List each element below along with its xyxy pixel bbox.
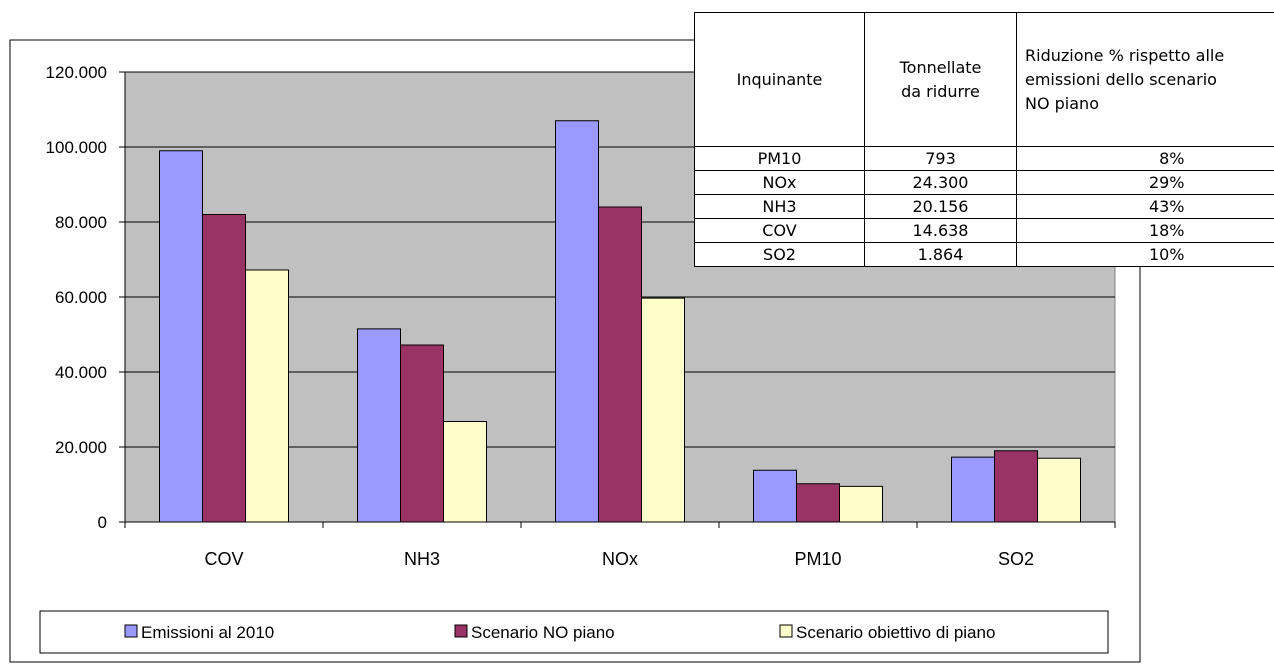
- header-inquinante: Inquinante: [694, 12, 865, 147]
- table-row: PM10 793 8%: [694, 146, 1274, 171]
- cell-tonnellate: 20.156: [864, 194, 1017, 219]
- table-row: NOx 24.300 29%: [694, 170, 1274, 195]
- cell-riduzione: 10%: [1016, 242, 1274, 267]
- axes: 0 20.000 40.000 60.000 80.000 100.000 120.000 C…: [46, 63, 1116, 569]
- x-category-label: PM10: [794, 549, 841, 569]
- cell-inquinante: COV: [694, 218, 865, 243]
- table-header-row: Inquinante Tonnellate da ridurre Riduzio…: [694, 12, 1274, 147]
- bar-pm10-series-1: [753, 469, 797, 523]
- bar-nox-series-3: [641, 297, 685, 523]
- cell-tonnellate: 14.638: [864, 218, 1017, 243]
- cell-tonnellate: 793: [864, 146, 1017, 171]
- x-category-label: SO2: [998, 549, 1034, 569]
- cell-tonnellate: 1.864: [864, 242, 1017, 267]
- legend-label: Emissioni al 2010: [141, 623, 274, 642]
- cell-inquinante: PM10: [694, 146, 865, 171]
- bar-nh3-series-3: [443, 421, 487, 523]
- y-tick-label: 40.000: [55, 363, 107, 382]
- cell-riduzione: 18%: [1016, 218, 1274, 243]
- legend-swatch: [124, 624, 138, 638]
- cell-inquinante: SO2: [694, 242, 865, 267]
- bar-cov-series-2: [202, 214, 246, 523]
- legend-swatch: [454, 624, 468, 638]
- y-tick-label: 120.000: [46, 63, 107, 82]
- bar-pm10-series-3: [839, 485, 883, 523]
- cell-inquinante: NH3: [694, 194, 865, 219]
- bar-cov-series-1: [159, 150, 203, 523]
- bar-nox-series-2: [598, 206, 642, 523]
- y-tick-label: 80.000: [55, 213, 107, 232]
- cell-riduzione: 43%: [1016, 194, 1274, 219]
- reduction-table: Inquinante Tonnellate da ridurre Riduzio…: [694, 12, 1274, 267]
- x-category-label: COV: [204, 549, 243, 569]
- table-row: NH3 20.156 43%: [694, 194, 1274, 219]
- bar-so2-series-3: [1037, 457, 1081, 523]
- bar-so2-series-2: [994, 450, 1038, 523]
- header-riduzione: Riduzione % rispetto alle emissioni dell…: [1016, 12, 1274, 147]
- cell-tonnellate: 24.300: [864, 170, 1017, 195]
- y-tick-label: 100.000: [46, 138, 107, 157]
- x-category-label: NOx: [602, 549, 638, 569]
- bar-so2-series-1: [951, 456, 995, 523]
- header-tonnellate: Tonnellate da ridurre: [864, 12, 1017, 147]
- legend-box: [39, 610, 1109, 654]
- table-row: COV 14.638 18%: [694, 218, 1274, 243]
- cell-riduzione: 8%: [1016, 146, 1274, 171]
- cell-riduzione: 29%: [1016, 170, 1274, 195]
- cell-inquinante: NOx: [694, 170, 865, 195]
- table-row: SO2 1.864 10%: [694, 242, 1274, 267]
- bars: [159, 120, 1081, 523]
- y-tick-label: 0: [98, 513, 107, 532]
- legend-label: Scenario NO piano: [471, 623, 615, 642]
- legend-swatch: [779, 624, 793, 638]
- y-tick-label: 20.000: [55, 438, 107, 457]
- x-category-label: NH3: [404, 549, 440, 569]
- bar-nh3-series-1: [357, 328, 401, 523]
- legend: Emissioni al 2010 Scenario NO piano Scenar…: [39, 610, 1109, 654]
- bar-nh3-series-2: [400, 344, 444, 523]
- legend-label: Scenario obiettivo di piano: [796, 623, 995, 642]
- bar-cov-series-3: [245, 269, 289, 523]
- bar-pm10-series-2: [796, 483, 840, 523]
- y-tick-label: 60.000: [55, 288, 107, 307]
- bar-nox-series-1: [555, 120, 599, 523]
